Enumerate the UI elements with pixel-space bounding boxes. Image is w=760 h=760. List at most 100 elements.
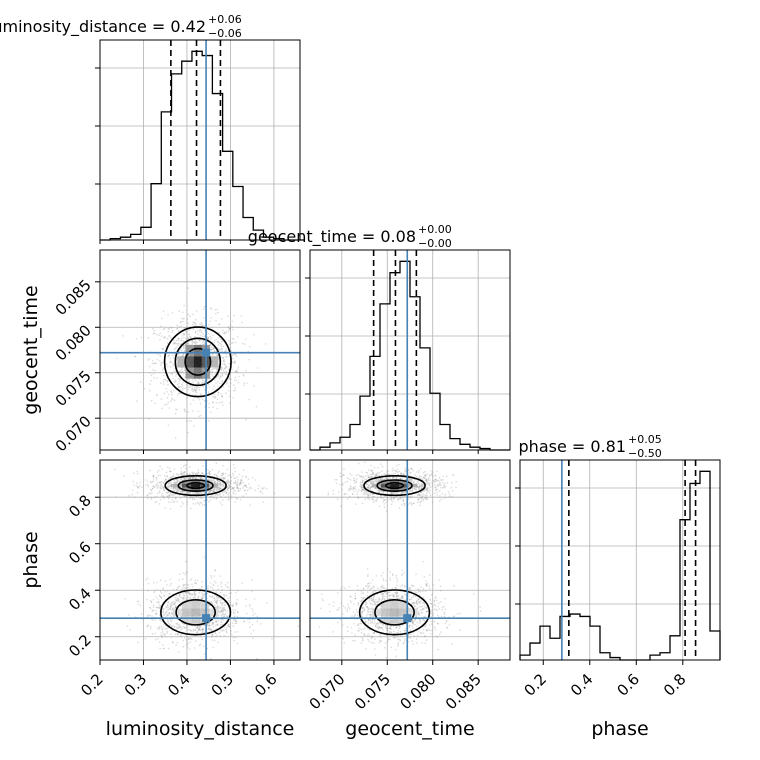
- sample-point: [210, 346, 213, 349]
- sample-point: [151, 615, 153, 617]
- sample-point: [394, 492, 396, 495]
- sample-point: [212, 489, 214, 491]
- sample-point: [254, 479, 257, 481]
- sample-point: [166, 379, 168, 382]
- sample-point: [224, 490, 226, 492]
- sample-point: [392, 497, 395, 499]
- sample-point: [213, 397, 216, 399]
- sample-point: [425, 480, 428, 482]
- sample-point: [193, 386, 196, 389]
- sample-point: [179, 490, 182, 493]
- sample-point: [153, 590, 156, 592]
- sample-point: [176, 489, 178, 491]
- sample-point: [216, 479, 219, 482]
- sample-point: [223, 608, 226, 611]
- sample-point: [219, 342, 222, 345]
- sample-point: [215, 319, 217, 322]
- sample-point: [236, 642, 239, 645]
- sample-point: [436, 484, 439, 486]
- sample-point: [431, 501, 434, 504]
- sample-point: [147, 359, 149, 361]
- sample-point: [162, 611, 164, 613]
- sample-point: [225, 350, 227, 353]
- sample-point: [193, 593, 196, 595]
- sample-point: [216, 367, 218, 370]
- sample-point: [210, 596, 212, 598]
- sample-point: [170, 636, 173, 639]
- sample-point: [162, 488, 165, 491]
- sample-point: [239, 484, 241, 486]
- sample-point: [168, 485, 171, 488]
- sample-point: [228, 485, 230, 487]
- sample-point: [252, 610, 254, 612]
- sample-point: [435, 486, 437, 489]
- sample-point: [422, 493, 425, 496]
- sample-point: [439, 495, 441, 497]
- sample-point: [357, 604, 360, 607]
- sample-point: [187, 477, 190, 480]
- sample-point: [189, 592, 191, 595]
- sample-point: [193, 328, 195, 331]
- sample-point: [214, 632, 217, 635]
- sample-point: [178, 380, 181, 382]
- sample-point: [180, 596, 182, 598]
- sample-point: [257, 485, 260, 487]
- sample-point: [397, 643, 400, 646]
- sample-point: [201, 379, 204, 381]
- sample-point: [234, 376, 237, 379]
- sample-point: [438, 579, 440, 581]
- sample-point: [381, 474, 383, 476]
- sample-point: [209, 377, 212, 380]
- sample-point: [430, 623, 433, 625]
- sample-point: [398, 463, 400, 466]
- sample-point: [240, 482, 242, 485]
- sample-point: [225, 492, 228, 495]
- sample-point: [159, 486, 162, 488]
- sample-point: [171, 373, 174, 375]
- sample-point: [210, 601, 213, 603]
- sample-point: [239, 498, 242, 501]
- sample-point: [188, 592, 190, 595]
- sample-point: [152, 474, 154, 477]
- sample-point: [211, 634, 214, 637]
- sample-point: [140, 613, 143, 615]
- sample-point: [163, 336, 165, 339]
- sample-point: [200, 478, 202, 480]
- sample-point: [186, 473, 188, 475]
- sample-point: [171, 373, 173, 375]
- sample-point: [235, 591, 237, 594]
- sample-point: [441, 609, 443, 611]
- sample-point: [180, 371, 183, 374]
- sample-point: [409, 495, 411, 498]
- sample-point: [219, 487, 222, 489]
- sample-point: [218, 489, 221, 491]
- sample-point: [164, 336, 166, 338]
- sample-point: [147, 494, 149, 496]
- sample-point: [162, 609, 164, 611]
- sample-point: [362, 639, 364, 642]
- sample-point: [213, 487, 216, 490]
- sample-point: [183, 409, 186, 411]
- sample-point: [178, 579, 181, 581]
- sample-point: [192, 473, 194, 476]
- sample-point: [234, 490, 237, 492]
- sample-point: [168, 477, 171, 480]
- sample-point: [211, 489, 213, 491]
- sample-point: [222, 359, 225, 362]
- sample-point: [233, 482, 235, 484]
- sample-point: [419, 477, 422, 480]
- sample-point: [169, 470, 172, 473]
- sample-point: [223, 606, 225, 609]
- sample-point: [232, 491, 234, 493]
- sample-point: [169, 476, 172, 478]
- sample-point: [228, 328, 231, 330]
- sample-point: [212, 478, 215, 481]
- sample-point: [345, 492, 347, 495]
- sample-point: [436, 491, 438, 493]
- sample-point: [210, 489, 212, 492]
- sample-point: [220, 610, 223, 613]
- sample-point: [244, 489, 246, 492]
- sample-point: [372, 642, 375, 644]
- sample-point: [186, 641, 189, 643]
- sample-point: [223, 608, 226, 611]
